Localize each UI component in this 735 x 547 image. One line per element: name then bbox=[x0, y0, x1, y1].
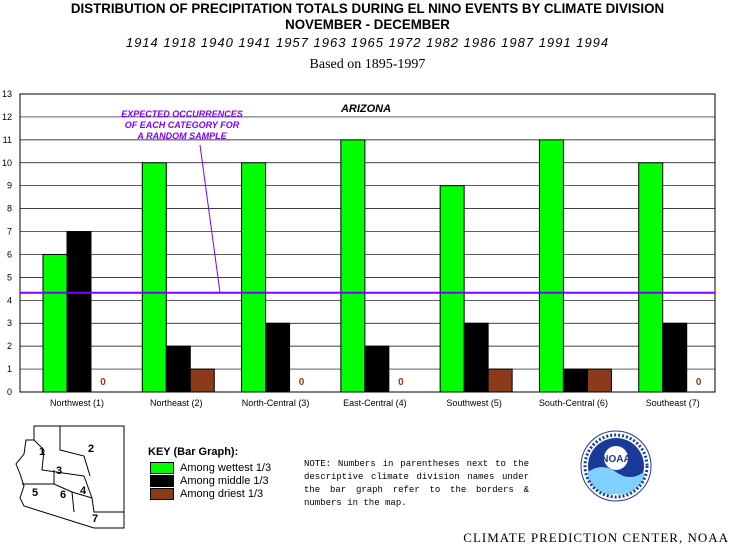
baseline-period: Based on 1895-1997 bbox=[309, 57, 426, 72]
key-swatch-wettest bbox=[150, 462, 174, 474]
x-tick-label: Northeast (2) bbox=[150, 398, 203, 408]
division-border bbox=[71, 491, 124, 513]
y-tick-label: 10 bbox=[2, 158, 12, 168]
bar bbox=[562, 368, 588, 393]
chart-title-line1: DISTRIBUTION OF PRECIPITATION TOTALS DUR… bbox=[70, 0, 665, 16]
arizona-outline bbox=[15, 425, 125, 529]
y-tick-label: 12 bbox=[2, 112, 12, 122]
bar bbox=[42, 253, 68, 393]
bar bbox=[141, 162, 167, 393]
x-tick-label: South-Central (6) bbox=[539, 398, 608, 408]
bar bbox=[538, 139, 564, 393]
y-tick-label: 3 bbox=[7, 318, 12, 328]
bar bbox=[364, 345, 390, 393]
y-tick-label: 5 bbox=[7, 272, 12, 282]
key-swatch-middle bbox=[150, 475, 174, 487]
bar bbox=[662, 322, 688, 393]
noaa-logo: NOAA bbox=[580, 430, 652, 502]
y-tick-label: 8 bbox=[7, 204, 12, 214]
el-nino-years: 1914 1918 1940 1941 1957 1963 1965 1972 … bbox=[125, 35, 610, 50]
division-number: 7 bbox=[92, 513, 98, 525]
x-tick-label: Northwest (1) bbox=[50, 398, 104, 408]
x-tick-label: Southwest (5) bbox=[446, 398, 502, 408]
y-tick-label: 11 bbox=[3, 135, 12, 145]
y-tick-label: 7 bbox=[7, 227, 12, 237]
y-tick-label: 13 bbox=[2, 89, 12, 99]
zero-value-label: 0 bbox=[299, 377, 305, 388]
division-border bbox=[33, 439, 85, 477]
y-tick-label: 1 bbox=[7, 364, 12, 374]
bar bbox=[487, 368, 513, 393]
reference-line-label: A RANDOM SAMPLE bbox=[136, 131, 227, 141]
bar bbox=[66, 231, 92, 393]
y-tick-label: 2 bbox=[7, 341, 12, 351]
y-tick-label: 6 bbox=[7, 249, 12, 259]
key-label-wettest: Among wettest 1/3 bbox=[180, 462, 272, 474]
bar bbox=[241, 162, 267, 393]
chart-title-line2: NOVEMBER - DECEMBER bbox=[285, 16, 450, 32]
bar bbox=[165, 345, 191, 393]
division-number: 5 bbox=[32, 487, 38, 499]
key-label-middle: Among middle 1/3 bbox=[180, 475, 269, 487]
zero-value-label: 0 bbox=[696, 377, 702, 388]
x-tick-label: Southeast (7) bbox=[646, 398, 700, 408]
division-number: 6 bbox=[60, 489, 66, 501]
reference-line-label: EXPECTED OCCURRENCES bbox=[121, 109, 243, 119]
division-border bbox=[83, 475, 93, 499]
zero-value-label: 0 bbox=[398, 377, 404, 388]
bar bbox=[439, 185, 465, 393]
y-tick-label: 9 bbox=[7, 181, 12, 191]
bar bbox=[265, 322, 291, 393]
key-swatch-driest bbox=[150, 488, 174, 500]
division-number: 3 bbox=[56, 465, 62, 477]
x-tick-label: East-Central (4) bbox=[343, 398, 407, 408]
reference-line-label: OF EACH CATEGORY FOR bbox=[125, 120, 240, 130]
y-tick-label: 0 bbox=[7, 387, 12, 397]
bar bbox=[189, 368, 215, 393]
plot-area bbox=[19, 93, 716, 393]
x-tick-label: North-Central (3) bbox=[242, 398, 310, 408]
division-number: 2 bbox=[88, 443, 94, 455]
annotation-pointer bbox=[199, 144, 221, 293]
division-border bbox=[59, 426, 91, 477]
arizona-division-map: 1 2 3 4 5 6 7 bbox=[15, 425, 125, 529]
footer-credit: CLIMATE PREDICTION CENTER, NOAA bbox=[463, 530, 729, 545]
zero-value-label: 0 bbox=[100, 377, 106, 388]
note-text: NOTE: Numbers in parentheses next to the… bbox=[304, 459, 529, 508]
chart-title: ARIZONA bbox=[340, 103, 391, 115]
bar bbox=[463, 322, 489, 393]
division-number: 4 bbox=[80, 485, 87, 497]
y-tick-label: 4 bbox=[7, 295, 12, 305]
noaa-logo-text: NOAA bbox=[601, 454, 630, 465]
division-border bbox=[22, 483, 75, 513]
bar bbox=[638, 162, 664, 393]
bar bbox=[586, 368, 612, 393]
key-title: KEY (Bar Graph): bbox=[148, 446, 239, 458]
key-label-driest: Among driest 1/3 bbox=[180, 488, 264, 500]
division-number: 1 bbox=[39, 446, 45, 458]
bar bbox=[340, 139, 366, 393]
